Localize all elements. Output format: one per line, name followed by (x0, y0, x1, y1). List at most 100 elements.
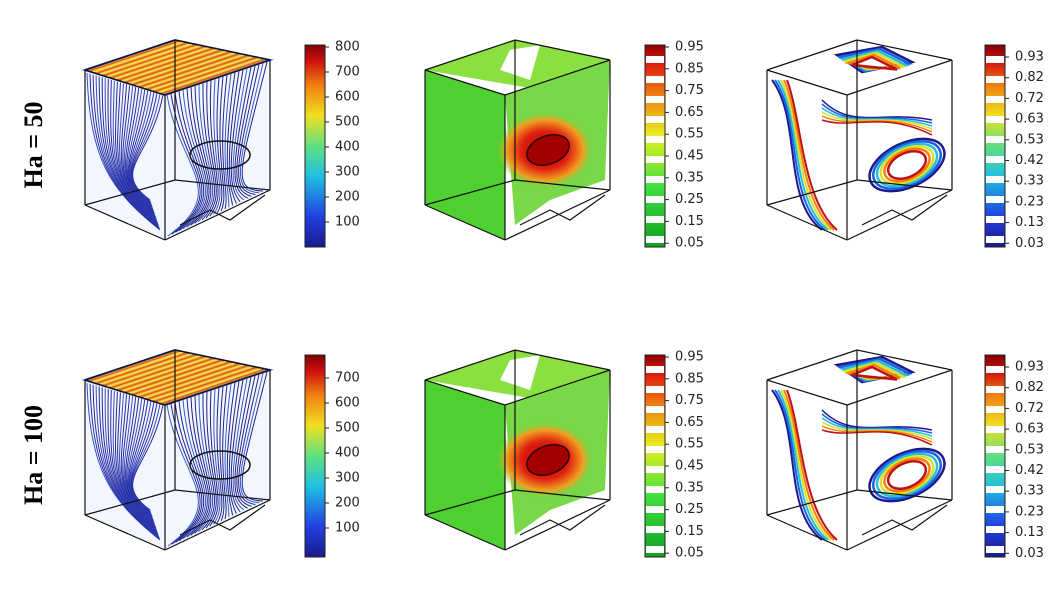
baffle (861, 194, 948, 226)
contour (872, 140, 942, 190)
streamline (122, 395, 155, 524)
streamline (174, 402, 203, 543)
colorbar-tick-label: 0.75 (675, 393, 704, 408)
cube-edge (856, 39, 953, 61)
colorbar-gap (986, 466, 1004, 473)
cube-edge (164, 59, 271, 96)
streamline (132, 361, 232, 396)
streamline (142, 363, 245, 399)
streamline (95, 385, 160, 537)
colorbar-gap (646, 506, 664, 513)
colorbar-gap (986, 546, 1004, 553)
contour (851, 55, 898, 71)
colorbar-gap (986, 426, 1004, 433)
colorbar-tick-label: 0.03 (1015, 236, 1044, 251)
baffle (179, 194, 266, 226)
cube-edge (424, 349, 516, 381)
colorbar-tick-label: 0.25 (675, 192, 704, 207)
streamline (239, 373, 264, 504)
streamline (98, 76, 159, 226)
cube-plot (81, 348, 274, 551)
streamline (110, 390, 158, 531)
cube-edge (504, 499, 611, 551)
face (425, 70, 505, 240)
streamline (232, 68, 248, 201)
colorbar (304, 44, 326, 248)
streamline (146, 54, 249, 91)
colorbar-tick-label: 500 (335, 421, 360, 436)
streamline (98, 386, 159, 536)
contour (821, 119, 933, 136)
streamline (174, 92, 203, 233)
colorbar-tick-label: 0.15 (675, 214, 704, 229)
colorbar-tick-label: 0.82 (1015, 380, 1044, 395)
streamline (166, 404, 199, 547)
streamline (128, 399, 153, 518)
cube-edge (164, 499, 271, 551)
cube-edge (504, 369, 611, 406)
contour (774, 79, 826, 231)
streamline (190, 397, 210, 536)
streamline (106, 44, 202, 78)
streamline (239, 63, 264, 194)
cube-plot (81, 38, 274, 241)
colorbar-gap (646, 466, 664, 473)
streamline (95, 352, 189, 385)
cube-edge (846, 499, 953, 551)
cube-edge (424, 379, 506, 406)
contour (771, 389, 823, 541)
cube-edge (84, 489, 176, 516)
cube-edge (424, 39, 516, 71)
colorbar-tick-label: 400 (335, 140, 360, 155)
streamline (121, 48, 219, 83)
cube-edge (504, 189, 611, 241)
streamline (234, 67, 252, 199)
streamline (230, 379, 244, 513)
streamline (92, 384, 160, 538)
colorbar-gap (986, 96, 1004, 103)
contour (883, 457, 931, 493)
colorbar-tick-label: 0.65 (675, 105, 704, 120)
baffle (519, 504, 606, 536)
streamline (122, 85, 155, 214)
streamline (236, 375, 256, 507)
baffle (179, 504, 266, 536)
colorbar-gap (646, 196, 664, 203)
colorbar-gap (646, 526, 664, 533)
streamline (88, 350, 180, 382)
streamline (224, 73, 232, 208)
colorbar-gap (986, 486, 1004, 493)
hot-spot (526, 444, 570, 476)
contour (821, 99, 933, 121)
streamline (110, 355, 206, 389)
colorbar-tick-label: 0.53 (1015, 442, 1044, 457)
colorbar-tick-label: 700 (335, 65, 360, 80)
contour (872, 450, 942, 500)
streamline (135, 52, 236, 87)
colorbar (304, 354, 326, 558)
streamline (139, 52, 241, 88)
streamline (182, 89, 206, 230)
streamline (113, 356, 210, 390)
contour (783, 79, 835, 231)
streamline (112, 390, 157, 530)
colorbar-tick-label: 500 (335, 115, 360, 130)
contour (786, 389, 838, 541)
colorbar-tick-label: 0.93 (1015, 50, 1044, 65)
colorbar-tick-label: 0.42 (1015, 153, 1044, 168)
colorbar-gap (646, 486, 664, 493)
streamline (99, 352, 193, 386)
baffle (519, 194, 606, 226)
streamline (121, 358, 219, 393)
contour (777, 389, 829, 541)
streamline (129, 91, 152, 206)
streamline (222, 75, 228, 210)
cube-edge (766, 489, 858, 516)
streamline (150, 55, 253, 92)
streamline (161, 58, 266, 95)
cube-plot (424, 39, 611, 241)
streamline (190, 87, 210, 226)
colorbar-tick-label: 600 (335, 90, 360, 105)
cube-edge (164, 189, 271, 241)
contour (886, 149, 928, 181)
